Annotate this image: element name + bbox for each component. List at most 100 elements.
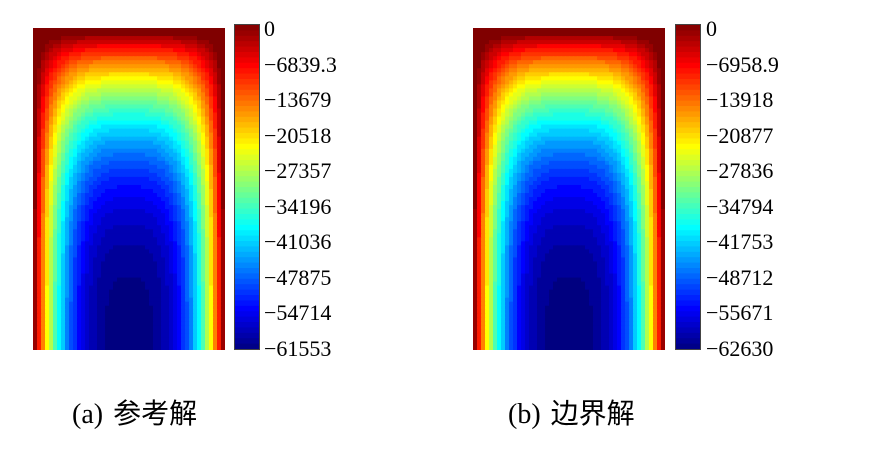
contour-cell [553,92,558,98]
contour-cell [609,112,614,118]
contour-cell [121,229,126,234]
contour-cell [73,317,78,323]
contour-cell [69,289,74,295]
contour-cell [137,189,142,194]
contour-cell [65,100,70,106]
contour-cell [41,237,46,242]
contour-cell [157,64,162,69]
contour-cell [641,68,646,73]
contour-cell [165,168,170,174]
contour-cell [93,333,98,339]
contour-cell [105,140,110,146]
contour-cell [45,253,50,259]
contour-cell [157,128,162,134]
contour-cell [153,265,158,271]
contour-cell [157,124,162,130]
contour-cell [589,100,594,106]
contour-cell [101,176,106,182]
contour-cell [89,305,94,311]
contour-cell [605,28,610,33]
contour-cell [69,241,74,246]
contour-cell [81,144,86,150]
contour-cell [129,285,134,291]
contour-cell [481,52,486,57]
contour-cell [609,44,614,49]
contour-cell [93,313,98,319]
contour-cell [181,124,186,130]
contour-cell [209,341,214,347]
contour-cell [601,104,606,110]
contour-cell [61,281,66,287]
contour-cell [489,112,494,118]
contour-cell [521,68,526,73]
contour-cell [197,44,202,49]
contour-cell [125,80,130,85]
contour-cell [149,221,154,226]
contour-cell [177,92,182,98]
contour-cell [161,213,166,218]
contour-cell [653,64,658,69]
contour-cell [69,144,74,150]
contour-cell [581,108,586,114]
contour-cell [125,148,130,154]
contour-cell [505,56,510,61]
contour-cell [169,285,174,291]
contour-cell [185,32,190,37]
contour-cell [73,257,78,263]
contour-cell [197,180,202,186]
contour-cell [57,120,62,126]
contour-cell [53,160,58,166]
contour-cell [93,136,98,142]
contour-cell [93,225,98,230]
contour-cell [129,233,134,238]
contour-cell [149,144,154,150]
contour-cell [53,345,58,350]
contour-cell [521,44,526,49]
contour-cell [93,168,98,174]
contour-cell [81,156,86,162]
contour-cell [177,249,182,255]
contour-cell [149,152,154,158]
contour-cell [165,233,170,238]
contour-cell [153,301,158,307]
contour-cell [41,168,46,174]
contour-cell [125,249,130,255]
contour-cell [649,32,654,37]
contour-cell [473,44,478,49]
contour-cell [197,56,202,61]
contour-cell [37,112,42,118]
contour-cell [157,84,162,89]
contour-cell [121,241,126,246]
contour-cell [93,209,98,214]
contour-cell [117,193,122,198]
contour-cell [117,345,122,350]
contour-cell [149,197,154,202]
contour-cell [185,144,190,150]
contour-cell [481,56,486,61]
contour-cell [189,152,194,158]
contour-cell [133,269,138,275]
contour-cell [69,100,74,106]
contour-cell [41,277,46,283]
contour-cell [73,213,78,218]
contour-cell [577,88,582,94]
contour-cell [53,277,58,283]
contour-cell [569,80,574,85]
contour-cell [49,48,54,53]
contour-cell [133,40,138,45]
contour-cell [101,172,106,178]
contour-cell [109,329,114,335]
contour-cell [45,221,50,226]
contour-cell [97,269,102,275]
contour-cell [113,301,118,307]
contour-cell [193,213,198,218]
contour-cell [137,72,142,77]
contour-cell [557,68,562,73]
contour-cell [85,36,90,41]
contour-cell [477,96,482,102]
contour-cell [125,281,130,287]
contour-cell [101,52,106,57]
contour-cell [33,189,38,194]
contour-cell [205,221,210,226]
contour-cell [33,88,38,94]
